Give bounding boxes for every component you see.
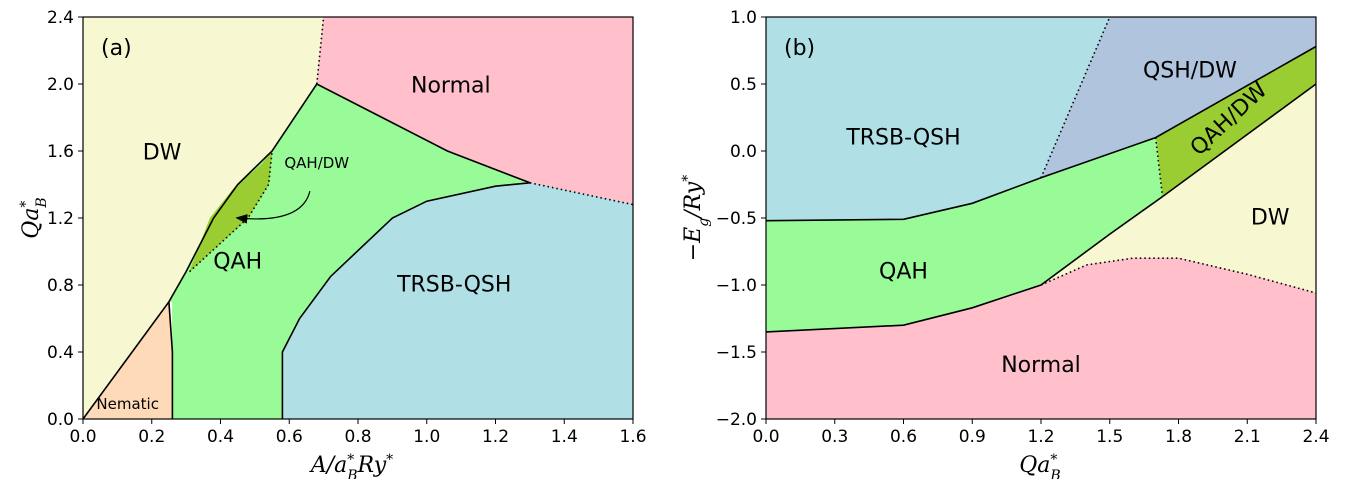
y-tick-label: 0.5 <box>730 75 757 95</box>
region-label-trsb-qsh: TRSB-QSH <box>396 273 511 298</box>
phase-boundary-solid <box>281 182 530 419</box>
x-tick-label: 0.0 <box>752 427 779 447</box>
region-label-nematic: Nematic <box>96 395 159 413</box>
y-tick-label: 1.2 <box>47 209 74 229</box>
y-tick-label: 1.0 <box>730 8 757 28</box>
region-label-dw: DW <box>143 140 182 165</box>
phase-boundary-solid <box>765 45 1317 222</box>
y-tick-label: 2.4 <box>47 8 74 28</box>
x-tick-label: 1.4 <box>551 427 578 447</box>
x-tick-label: 0.0 <box>69 427 96 447</box>
x-tick-label: 1.2 <box>1027 427 1054 447</box>
panel-b: 0.0 0.3 0.6 0.9 1.2 1.5 1.8 2.1 2.4 −2.0 −1.5 −1.0… <box>680 8 1330 479</box>
x-tick-label: 0.2 <box>138 427 165 447</box>
x-tick-label: 0.6 <box>890 427 917 447</box>
y-tick-label: −2.0 <box>716 410 757 430</box>
x-tick-label: 0.9 <box>959 427 986 447</box>
x-tick-label: 0.6 <box>276 427 303 447</box>
x-tick-label: 2.1 <box>1234 427 1261 447</box>
annotation-arrow <box>235 191 311 224</box>
phase-boundary-solid <box>168 301 174 419</box>
y-tick-label: 0.0 <box>730 142 757 162</box>
phase-boundary-dotted <box>189 150 273 273</box>
y-tick-label: −1.5 <box>716 343 757 363</box>
region-label-qah: QAH <box>879 259 928 284</box>
y-tick-label: −1.0 <box>716 276 757 296</box>
x-axis-title: A/a* BRy* <box>309 452 393 479</box>
y-tick-label: −0.5 <box>716 209 757 229</box>
region-label-normal: Normal <box>411 73 491 98</box>
y-tick-label: 2.0 <box>47 75 74 95</box>
region-label-dw: DW <box>1251 206 1290 231</box>
x-tick-label: 0.8 <box>344 427 371 447</box>
y-tick-label: 0.8 <box>47 276 74 296</box>
y-tick-label: 1.6 <box>47 142 74 162</box>
x-tick-label: 1.5 <box>1096 427 1123 447</box>
y-axis-title: −Eg/Ry* <box>680 175 712 262</box>
panel-label: (b) <box>784 36 815 61</box>
x-tick-label: 2.4 <box>1302 427 1329 447</box>
panel-label: (a) <box>101 36 132 61</box>
x-axis-title: Qa* B <box>1019 452 1060 479</box>
region-label-qah-dw: QAH/DW <box>284 154 349 172</box>
y-tick-label: 0.0 <box>47 410 74 430</box>
y-tick-label: 0.4 <box>47 343 74 363</box>
x-tick-label: 1.0 <box>413 427 440 447</box>
x-tick-label: 1.6 <box>619 427 646 447</box>
x-tick-label: 1.8 <box>1165 427 1192 447</box>
panel-a: 0.0 0.2 0.4 0.6 0.8 1.0 1.2 1.4 1.6 0.0 0.4 0.8 1.2… <box>18 8 647 479</box>
region-label-normal: Normal <box>1001 353 1081 378</box>
x-tick-label: 0.4 <box>207 427 234 447</box>
phase-boundary-dotted <box>1154 137 1164 197</box>
phase-boundary-solid <box>82 82 531 420</box>
region-label-qsh-dw: QSH/DW <box>1143 58 1237 83</box>
x-tick-label: 1.2 <box>482 427 509 447</box>
x-tick-label: 0.3 <box>821 427 848 447</box>
region-label-trsb-qsh: TRSB-QSH <box>845 125 960 150</box>
y-axis-title: Qa*B <box>18 197 50 238</box>
phase-boundary-dotted <box>1040 257 1317 294</box>
region-label-qah: QAH <box>213 249 262 274</box>
